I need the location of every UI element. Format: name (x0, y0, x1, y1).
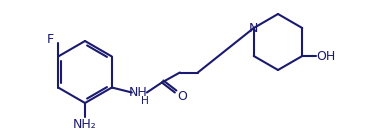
Text: F: F (47, 33, 54, 46)
Text: NH: NH (128, 86, 147, 99)
Text: H: H (141, 95, 149, 106)
Text: O: O (177, 90, 187, 103)
Text: NH₂: NH₂ (73, 119, 97, 131)
Text: OH: OH (316, 49, 336, 63)
Text: N: N (249, 22, 259, 34)
